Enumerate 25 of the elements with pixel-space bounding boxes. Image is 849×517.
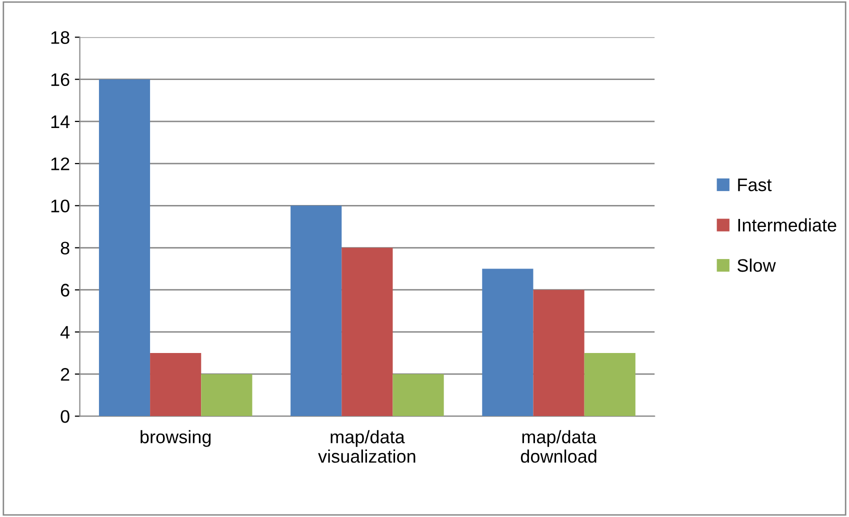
y-tick-label: 12	[51, 157, 70, 170]
bar	[98, 79, 150, 416]
x-tick-label: map/data download	[520, 430, 596, 463]
bar	[290, 206, 342, 416]
y-tick-label: 14	[51, 116, 70, 128]
y-tick-label: 4	[60, 326, 70, 339]
y-tick-label: 0	[60, 410, 70, 423]
legend-label: Intermediate	[738, 218, 836, 232]
x-tick-label: map/data visualization	[318, 430, 416, 463]
bar	[342, 248, 393, 416]
y-tick-label: 10	[51, 200, 70, 212]
y-tick-label: 6	[60, 284, 70, 297]
bar	[201, 374, 252, 416]
legend-label: Slow	[737, 258, 776, 272]
y-tick-label: 2	[60, 368, 70, 381]
bar	[150, 353, 202, 416]
legend-label: Fast	[738, 178, 772, 192]
bar	[482, 268, 534, 416]
x-tick-label: browsing	[140, 430, 211, 447]
y-tick-label: 16	[51, 73, 70, 86]
bar	[533, 290, 584, 416]
bar	[392, 374, 444, 416]
y-tick-label: 18	[51, 31, 70, 44]
bar	[584, 353, 636, 416]
y-tick-label: 8	[60, 242, 70, 254]
